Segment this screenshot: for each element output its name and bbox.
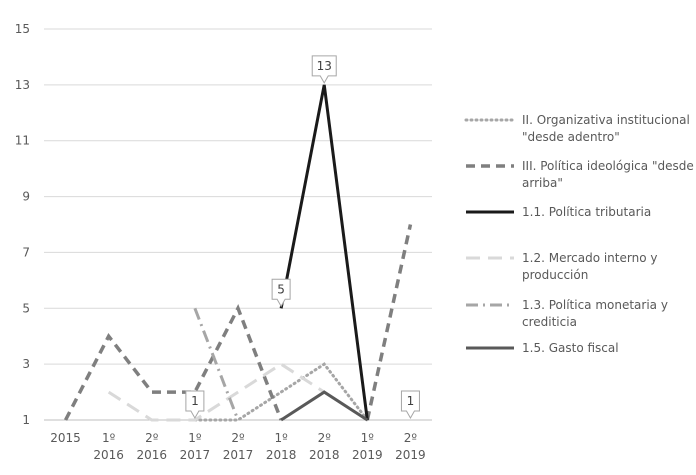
legend: II. Organizativa institucional "desde ade… — [464, 113, 694, 355]
x-tick-label-line: 2º — [145, 431, 159, 445]
series-segment — [279, 84, 369, 421]
x-tick-label: 2º 2019 — [395, 431, 426, 462]
y-tick-label: 13 — [15, 78, 30, 92]
x-tick-label: 2015 — [50, 431, 81, 445]
legend-label: II. Organizativa institucional — [522, 113, 690, 127]
legend-label: 1.5. Gasto fiscal — [522, 341, 619, 355]
x-tick-label-line: 1º — [274, 431, 288, 445]
x-axis-tick-labels: 2015 1º 2016 2º 2016 1º 2017 2º 2017 1º 2018 2º 2018… — [50, 431, 425, 462]
data-label: 1 — [185, 390, 205, 420]
legend-item: III. Política ideológica "desde arriba" — [466, 159, 694, 190]
legend-label: producción — [522, 268, 588, 282]
series-line — [193, 362, 369, 422]
x-tick-label-line: 2016 — [137, 448, 168, 462]
legend-label: 1.1. Política tributaria — [522, 205, 651, 219]
legend-label: III. Política ideológica "desde — [522, 159, 694, 173]
data-label-callout — [271, 278, 291, 308]
series-line — [63, 224, 413, 421]
x-tick-label-line: 2º — [318, 431, 332, 445]
legend-label: "desde adentro" — [522, 130, 620, 144]
data-label-text: 1 — [407, 394, 415, 408]
y-tick-label: 5 — [22, 301, 30, 315]
series-segment — [63, 304, 283, 421]
data-label-callout — [311, 55, 337, 84]
x-tick-label: 2º 2016 — [137, 431, 168, 462]
y-tick-label: 3 — [22, 357, 30, 371]
series-line — [107, 362, 326, 422]
data-label-callout — [185, 390, 205, 420]
x-tick-label-line: 2019 — [352, 448, 383, 462]
x-tick-label: 1º 2016 — [93, 431, 124, 462]
y-tick-label: 11 — [15, 134, 30, 148]
legend-item: 1.5. Gasto fiscal — [466, 341, 619, 355]
data-label: 5 — [271, 278, 291, 308]
series-segment — [365, 224, 413, 421]
data-label-text: 1 — [191, 394, 199, 408]
legend-item: 1.1. Política tributaria — [466, 205, 651, 219]
data-label-text: 13 — [317, 59, 332, 73]
x-tick-label-line: 1º — [361, 431, 375, 445]
legend-label: crediticia — [522, 315, 577, 329]
data-labels: 1 5 13 1 — [185, 55, 420, 420]
x-tick-label: 1º 2019 — [352, 431, 383, 462]
series-line — [280, 390, 369, 422]
x-tick-label: 1º 2018 — [266, 431, 297, 462]
series-lines — [63, 84, 413, 422]
data-label-text: 5 — [277, 282, 285, 296]
data-label: 13 — [311, 55, 337, 84]
y-tick-label: 1 — [22, 413, 30, 427]
series-line — [279, 84, 369, 421]
x-tick-label-line: 2017 — [223, 448, 254, 462]
x-tick-label-line: 2019 — [395, 448, 426, 462]
x-tick-label: 2º 2018 — [309, 431, 340, 462]
legend-item: 1.3. Política monetaria y crediticia — [466, 298, 668, 329]
y-tick-label: 15 — [15, 22, 30, 36]
x-tick-label-line: 2º — [404, 431, 418, 445]
legend-item: II. Organizativa institucional "desde ade… — [464, 113, 690, 144]
data-label: 1 — [400, 390, 420, 420]
data-label-callout — [400, 390, 420, 420]
x-tick-label: 2º 2017 — [223, 431, 254, 462]
x-tick-label-line: 2018 — [266, 448, 297, 462]
series-line — [193, 307, 240, 421]
legend-item: 1.2. Mercado interno y producción — [466, 251, 657, 282]
legend-label: 1.3. Política monetaria y — [522, 298, 668, 312]
x-tick-label-line: 1º — [102, 431, 116, 445]
series-segment — [280, 390, 369, 422]
legend-label: arriba" — [522, 176, 563, 190]
y-tick-label: 7 — [22, 245, 30, 259]
x-tick-label-line: 2º — [231, 431, 245, 445]
x-tick-label-line: 2016 — [93, 448, 124, 462]
series-segment — [193, 307, 240, 421]
x-tick-label-line: 2017 — [180, 448, 211, 462]
y-tick-label: 9 — [22, 190, 30, 204]
series-segment — [193, 362, 369, 422]
x-tick-label: 1º 2017 — [180, 431, 211, 462]
x-tick-label-line: 1º — [188, 431, 202, 445]
legend-label: 1.2. Mercado interno y — [522, 251, 657, 265]
series-segment — [107, 362, 326, 422]
x-tick-label-line: 2015 — [50, 431, 81, 445]
x-tick-label-line: 2018 — [309, 448, 340, 462]
